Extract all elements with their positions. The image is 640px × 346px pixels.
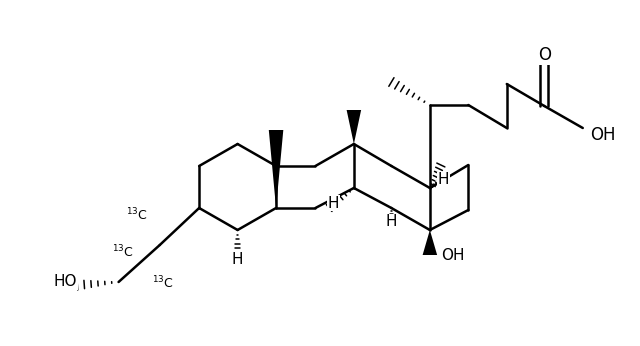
Text: H: H [232, 253, 243, 267]
Text: H: H [386, 215, 397, 229]
Text: OH: OH [441, 247, 465, 263]
Text: H: H [438, 173, 449, 188]
Polygon shape [422, 230, 437, 255]
Text: H: H [328, 195, 339, 210]
Text: O: O [538, 46, 551, 64]
Polygon shape [269, 130, 284, 208]
Text: $^{13}$C: $^{13}$C [126, 207, 148, 223]
Text: OH: OH [590, 126, 616, 144]
Text: $^{13}$C: $^{13}$C [112, 244, 134, 260]
Text: HO: HO [54, 274, 77, 290]
Polygon shape [347, 110, 361, 144]
Text: $^{13}$C: $^{13}$C [152, 275, 173, 291]
